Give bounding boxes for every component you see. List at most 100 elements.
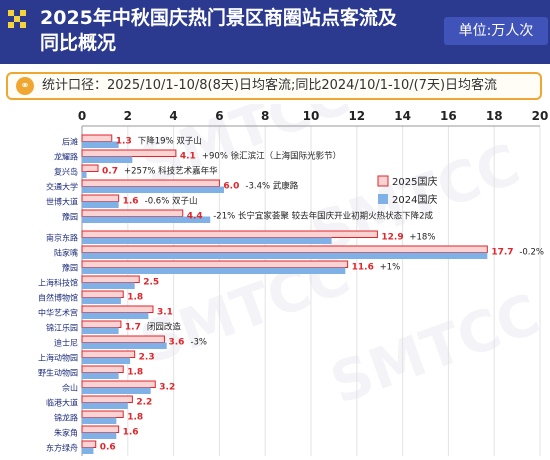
- bar-2024: [82, 387, 151, 394]
- bar-2025: [81, 395, 133, 403]
- bar-2024: [82, 342, 167, 349]
- bar-2025: [81, 290, 124, 298]
- annotation-text: -0.6% 双子山: [145, 196, 198, 207]
- value-label: 1.8: [127, 413, 143, 423]
- annotation-text: 下降19% 双子山: [138, 136, 202, 147]
- annotation-text: +90% 徐汇滨江（上海国际光影节）: [202, 151, 341, 162]
- bar-2025: [81, 134, 113, 142]
- value-label: 12.9: [381, 233, 403, 243]
- row-label: 自然博物馆: [38, 293, 78, 303]
- x-tick-label: 4: [169, 109, 177, 123]
- bar-2024: [82, 171, 87, 178]
- row-label: 佘山: [62, 383, 78, 393]
- value-label: 1.7: [125, 323, 141, 333]
- bar-2024: [82, 252, 488, 259]
- legend-label: 2025国庆: [392, 175, 437, 188]
- bar-2025: [81, 410, 124, 418]
- x-tick-label: 8: [261, 109, 269, 123]
- bar-2025: [81, 380, 156, 388]
- bar-2024: [82, 201, 119, 208]
- annotation-text: -3%: [190, 338, 207, 348]
- bar-2025: [81, 335, 165, 343]
- row-label: 陆家嘴: [54, 248, 78, 258]
- bar-2024: [82, 312, 149, 319]
- row-label: 龙耀路: [54, 152, 78, 162]
- row-label: 东方绿舟: [46, 443, 78, 453]
- bar-2024: [82, 372, 119, 379]
- bar-2025: [81, 179, 220, 187]
- row-label: 上海科技馆: [38, 278, 78, 288]
- legend-label: 2024国庆: [392, 193, 437, 206]
- logo-icon: [8, 10, 28, 30]
- x-tick-label: 18: [486, 109, 503, 123]
- x-tick-label: 2: [124, 109, 132, 123]
- stat-note-bar: ⚭ 统计口径：2025/10/1-10/8(8天)日均客流;同比2024/10/…: [6, 72, 542, 100]
- value-label: 2.3: [139, 353, 155, 363]
- annotation-text: +18%: [409, 233, 435, 243]
- title-line-1: 2025年中秋国庆热门景区商圈站点客流及: [40, 7, 397, 29]
- value-label: 4.4: [187, 212, 203, 222]
- legend-swatch: [378, 194, 388, 204]
- bar-2025: [81, 230, 378, 238]
- x-tick-label: 14: [394, 109, 411, 123]
- bar-2024: [82, 216, 211, 223]
- annotation-text: -3.4% 武康路: [245, 181, 298, 192]
- value-label: 4.1: [180, 152, 196, 162]
- value-label: 3.2: [159, 383, 175, 393]
- bar-2024: [82, 141, 119, 148]
- value-label: 17.7: [491, 248, 513, 258]
- bar-2025: [81, 320, 122, 328]
- bar-2024: [82, 237, 332, 244]
- link-icon: ⚭: [16, 77, 34, 95]
- header-banner: 2025年中秋国庆热门景区商圈站点客流及 同比概况 单位:万人次: [0, 0, 550, 64]
- value-label: 1.3: [116, 137, 132, 147]
- bar-2025: [81, 194, 120, 202]
- annotation-text: -0.2%: [519, 248, 544, 258]
- unit-badge: 单位:万人次: [444, 17, 548, 45]
- row-label: 中华艺术宫: [38, 308, 78, 318]
- row-label: 豫园: [62, 263, 78, 273]
- x-tick-label: 16: [440, 109, 457, 123]
- bar-2025: [81, 164, 99, 172]
- bar-2025: [81, 149, 177, 157]
- bar-2024: [82, 156, 133, 163]
- x-tick-label: 20: [532, 109, 549, 123]
- annotation-text: -21% 长宁宜家荟聚 较去年国庆开业初期火热状态下降2成: [213, 211, 433, 222]
- row-label: 上海动物园: [38, 353, 78, 363]
- bar-2025: [81, 245, 488, 253]
- row-label: 交通大学: [46, 182, 78, 192]
- bar-2025: [81, 209, 184, 217]
- bar-2025: [81, 440, 97, 448]
- value-label: 0.6: [100, 443, 116, 453]
- bar-2024: [82, 432, 117, 439]
- value-label: 3.1: [157, 308, 173, 318]
- bar-2025: [81, 275, 140, 283]
- row-label: 临港大道: [46, 398, 78, 408]
- stat-note-text: 统计口径：2025/10/1-10/8(8天)日均客流;同比2024/10/1-…: [42, 78, 498, 93]
- x-tick-label: 12: [348, 109, 365, 123]
- value-label: 11.6: [352, 263, 374, 273]
- value-label: 1.6: [123, 428, 139, 438]
- bar-2024: [82, 447, 94, 454]
- row-label: 迪士尼: [54, 338, 78, 348]
- row-label: 世博大道: [46, 197, 78, 207]
- bar-2025: [81, 365, 124, 373]
- bar-2024: [82, 297, 121, 304]
- value-label: 1.8: [127, 293, 143, 303]
- x-tick-label: 6: [215, 109, 223, 123]
- bar-2025: [81, 260, 349, 268]
- annotation-text: +1%: [380, 263, 401, 273]
- value-label: 1.6: [123, 197, 139, 207]
- row-label: 锦龙路: [54, 413, 78, 423]
- row-label: 复兴岛: [54, 167, 78, 177]
- value-label: 6.0: [223, 182, 239, 192]
- bar-2024: [82, 267, 346, 274]
- value-label: 2.2: [136, 398, 152, 408]
- row-label: 野生动物园: [38, 368, 78, 378]
- row-label: 南京东路: [46, 233, 78, 243]
- value-label: 2.5: [143, 278, 159, 288]
- annotation-text: +257% 科技艺术嘉年华: [124, 166, 218, 177]
- bar-2025: [81, 350, 136, 358]
